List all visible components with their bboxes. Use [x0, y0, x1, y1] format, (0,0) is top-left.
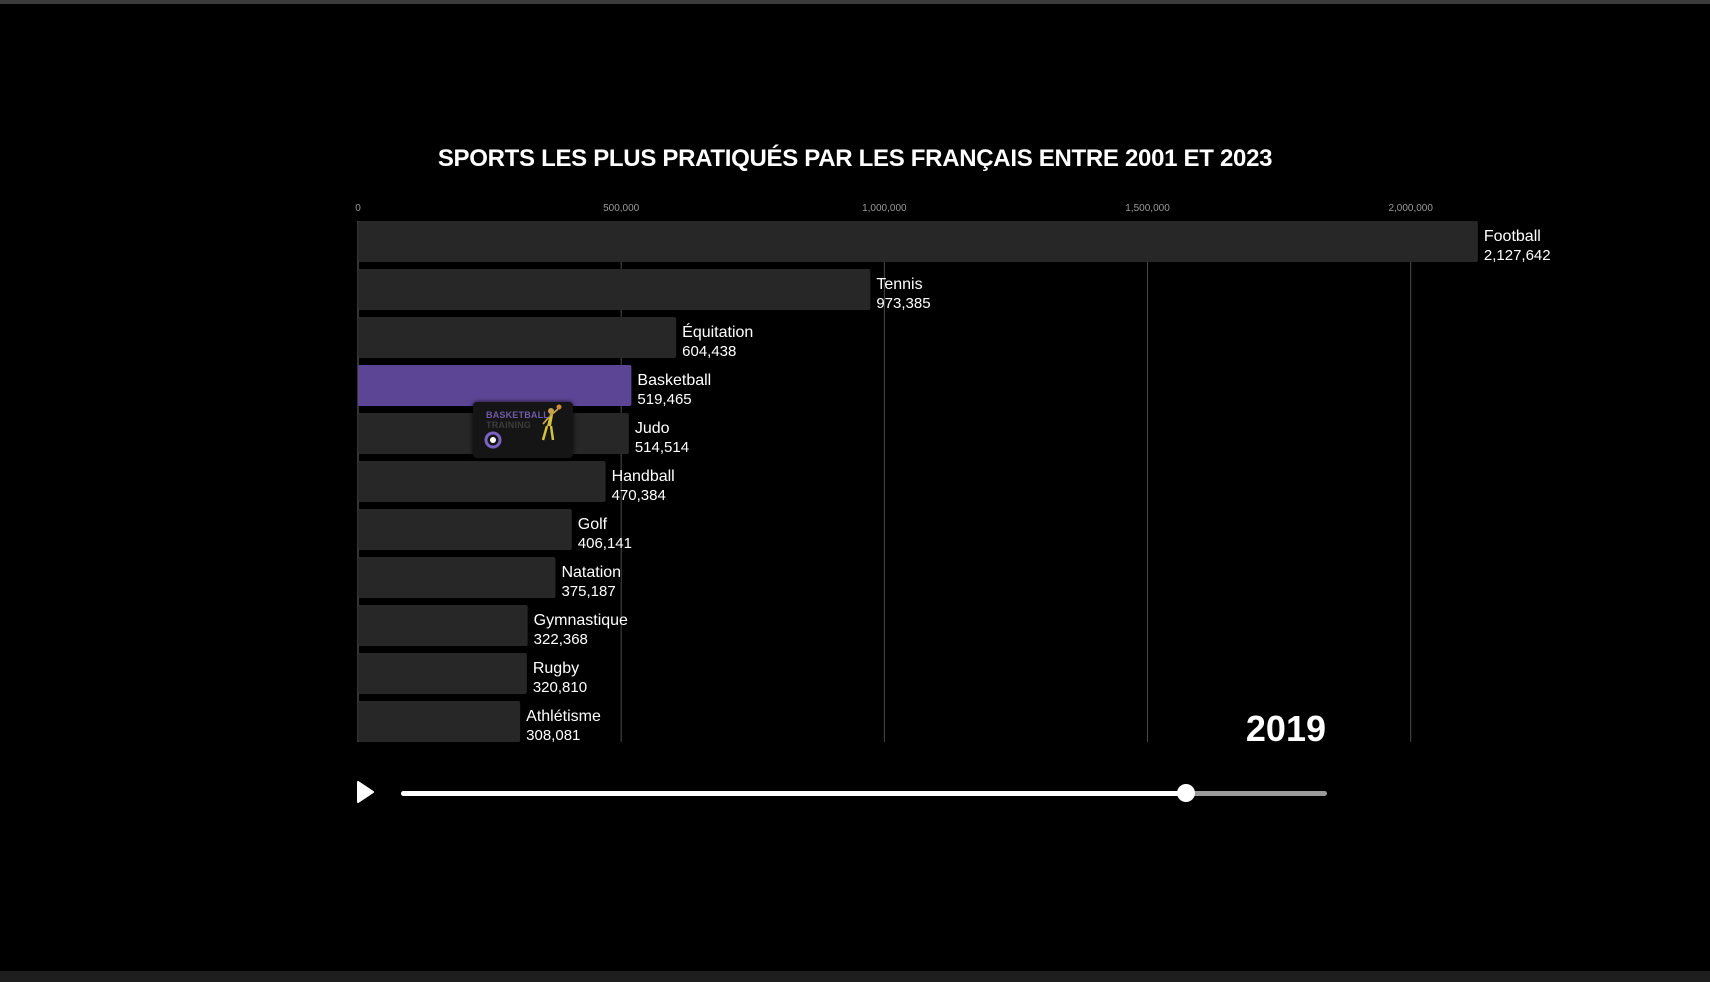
thumbnail-caption: BASKETBALL TRAINING — [486, 410, 549, 430]
bar-category-label: Golf — [578, 516, 608, 533]
basketball-player-icon — [484, 404, 562, 449]
x-tick-label: 500,000 — [603, 203, 640, 214]
x-tick-label: 1,000,000 — [862, 203, 907, 214]
bar-value-label: 375,187 — [561, 583, 615, 600]
bar-category-label: Handball — [612, 468, 675, 485]
bar-value-label: 308,081 — [526, 727, 580, 744]
bars — [358, 221, 1478, 742]
x-tick-label: 0 — [355, 203, 361, 214]
bar-value-label: 322,368 — [534, 631, 588, 648]
bar-category-label: Équitation — [682, 322, 753, 341]
bar-category-label: Rugby — [533, 660, 579, 677]
bar-category-label: Natation — [561, 564, 621, 581]
bar-value-label: 320,810 — [533, 679, 587, 696]
window-bottom-strip — [0, 971, 1710, 982]
chart-title: SPORTS LES PLUS PRATIQUÉS PAR LES FRANÇA… — [437, 145, 1273, 172]
bar-natation — [358, 557, 556, 598]
bar-football — [358, 221, 1478, 262]
bar-category-label: Judo — [635, 420, 670, 437]
bar-athlétisme — [358, 701, 521, 742]
x-axis-ticks: 0 500,000 1,000,000 1,500,000 2,000,000 — [355, 203, 1433, 214]
thumbnail-caption-line1: BASKETBALL — [486, 410, 549, 420]
play-button[interactable] — [354, 780, 378, 804]
bar-category-label: Gymnastique — [534, 612, 628, 629]
bar-équitation — [358, 317, 677, 358]
bar-basketball — [358, 365, 632, 406]
video-thumbnail-preview[interactable]: BASKETBALL TRAINING — [473, 402, 573, 458]
bar-value-label: 973,385 — [876, 295, 930, 312]
bar-value-label: 514,514 — [635, 439, 689, 456]
bar-category-label: Tennis — [876, 276, 922, 293]
timeline-slider-progress — [401, 791, 1187, 796]
bar-rugby — [358, 653, 527, 694]
current-year-label: 2019 — [1245, 708, 1326, 749]
play-icon — [357, 781, 374, 803]
timeline-slider-handle[interactable] — [1177, 784, 1196, 802]
bar-value-label: 519,465 — [637, 391, 691, 408]
bar-golf — [358, 509, 572, 550]
bar-gymnastique — [358, 605, 528, 646]
bar-value-label: 406,141 — [578, 535, 632, 552]
bar-category-label: Athlétisme — [526, 708, 601, 725]
bar-value-label: 604,438 — [682, 343, 736, 360]
bar-value-label: 470,384 — [612, 487, 666, 504]
bar-value-label: 2,127,642 — [1484, 247, 1551, 264]
bar-labels: Football 2,127,642 Tennis 973,385 Équitation… — [526, 228, 1550, 744]
thumbnail-caption-line2: TRAINING — [486, 420, 532, 430]
bar-handball — [358, 461, 606, 502]
x-tick-label: 2,000,000 — [1388, 203, 1433, 214]
bar-tennis — [358, 269, 871, 310]
window-top-strip — [0, 0, 1710, 4]
timeline-slider[interactable] — [401, 784, 1327, 802]
x-tick-label: 1,500,000 — [1125, 203, 1170, 214]
bar-category-label: Basketball — [637, 372, 711, 389]
bar-category-label: Football — [1484, 228, 1541, 245]
